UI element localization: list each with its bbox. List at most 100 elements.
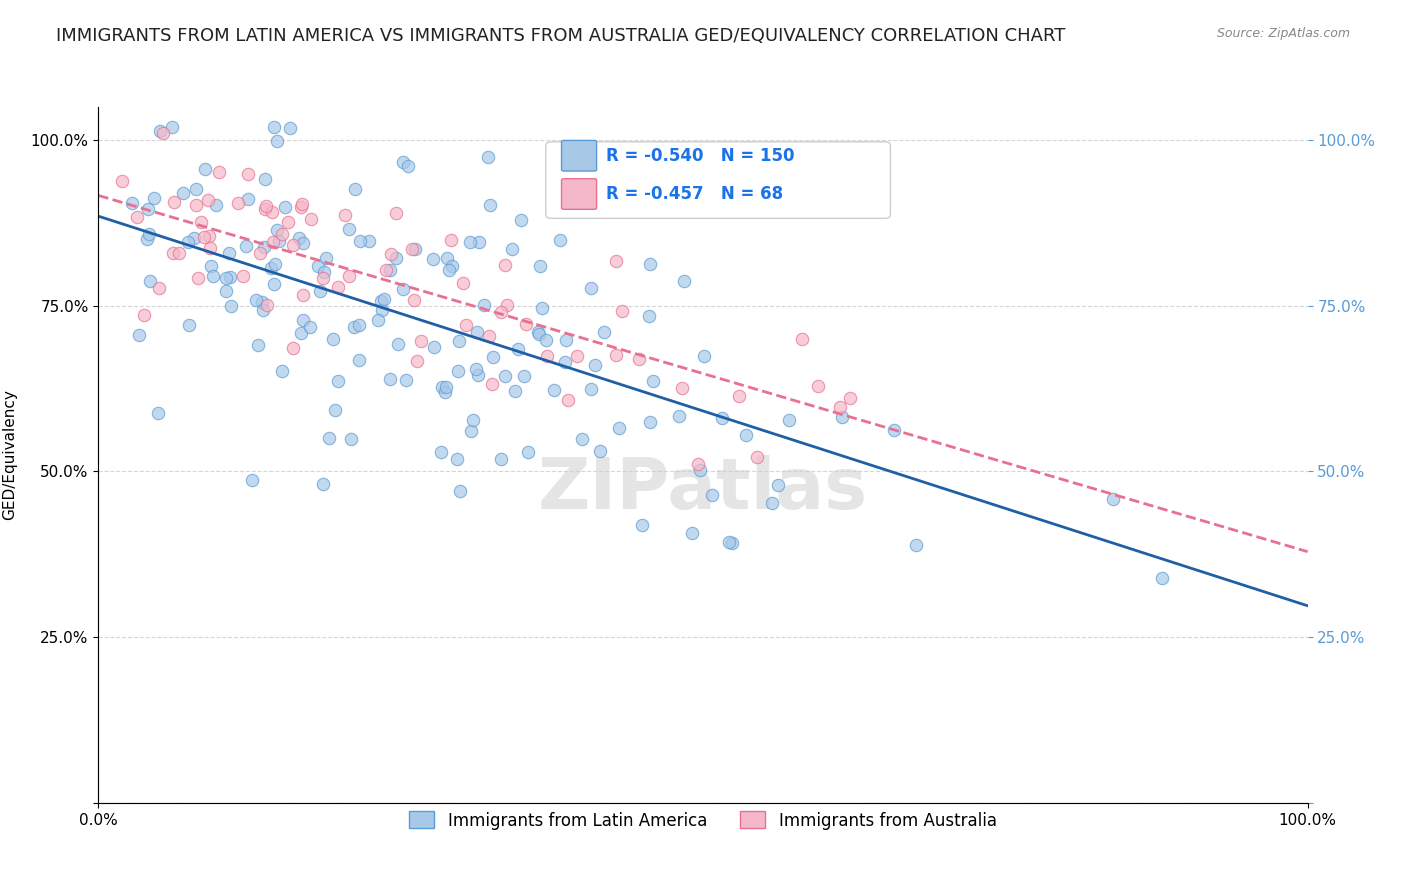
Point xyxy=(160,120,183,134)
Point xyxy=(394,373,416,387)
Point xyxy=(387,337,409,351)
Point xyxy=(465,362,488,376)
Point xyxy=(198,241,221,255)
FancyBboxPatch shape xyxy=(546,142,890,219)
Point xyxy=(253,172,276,186)
Point xyxy=(298,319,321,334)
Point xyxy=(215,270,238,285)
Point xyxy=(370,294,392,309)
Point xyxy=(266,134,288,148)
Legend: Immigrants from Latin America, Immigrants from Australia: Immigrants from Latin America, Immigrant… xyxy=(402,805,1004,836)
Point xyxy=(605,254,627,268)
Point xyxy=(208,165,231,179)
Text: R = -0.457   N = 68: R = -0.457 N = 68 xyxy=(606,185,783,203)
Point xyxy=(527,325,550,339)
Point xyxy=(380,247,402,261)
Point xyxy=(534,333,557,347)
Point xyxy=(374,263,396,277)
Point xyxy=(326,375,349,389)
Point xyxy=(202,268,225,283)
Point xyxy=(250,294,273,309)
Point xyxy=(172,186,194,201)
Point xyxy=(638,310,661,324)
Point xyxy=(638,416,661,430)
Point xyxy=(270,227,292,241)
Point xyxy=(468,235,491,249)
Point xyxy=(672,194,695,209)
FancyBboxPatch shape xyxy=(561,140,596,171)
Point xyxy=(557,392,579,407)
Point xyxy=(501,242,523,256)
Point xyxy=(727,389,749,403)
Point xyxy=(163,194,186,209)
Point xyxy=(344,182,367,196)
Point xyxy=(254,199,277,213)
Point xyxy=(132,308,155,322)
Point xyxy=(198,229,221,244)
Point xyxy=(627,351,650,366)
Point xyxy=(605,348,627,362)
Point xyxy=(720,536,742,550)
Point xyxy=(543,384,565,398)
Point xyxy=(668,409,690,424)
Point xyxy=(291,313,314,327)
Point xyxy=(479,197,502,211)
Point xyxy=(347,318,370,332)
Point xyxy=(167,246,190,260)
Point xyxy=(235,239,257,253)
Point xyxy=(357,234,380,248)
Point xyxy=(579,383,602,397)
Point xyxy=(290,197,312,211)
Point xyxy=(370,303,392,318)
Point xyxy=(441,259,464,273)
Point xyxy=(392,282,415,296)
Point xyxy=(312,477,335,491)
Text: ZIPatlas: ZIPatlas xyxy=(538,455,868,524)
Point xyxy=(778,413,800,427)
Point xyxy=(494,258,516,272)
Point xyxy=(565,349,588,363)
Point xyxy=(571,432,593,446)
Point xyxy=(262,205,284,219)
Point xyxy=(290,200,312,214)
Point xyxy=(333,208,356,222)
Point xyxy=(447,364,470,378)
Point xyxy=(187,270,209,285)
Point xyxy=(671,381,693,395)
Point xyxy=(734,428,756,442)
Point xyxy=(125,210,148,224)
Point xyxy=(190,214,212,228)
Point xyxy=(111,174,134,188)
Point xyxy=(404,242,426,256)
Point xyxy=(517,444,540,458)
Point xyxy=(312,265,335,279)
Point xyxy=(710,410,733,425)
Point xyxy=(378,372,401,386)
Point xyxy=(236,167,259,181)
Point xyxy=(513,368,536,383)
Point xyxy=(385,206,408,220)
Point xyxy=(290,326,312,341)
Point xyxy=(693,350,716,364)
Point xyxy=(186,182,208,196)
Point xyxy=(530,301,553,315)
Point xyxy=(807,378,830,392)
Point xyxy=(461,413,484,427)
Point xyxy=(702,487,724,501)
Point xyxy=(489,305,512,319)
Point xyxy=(281,238,304,252)
Point xyxy=(323,403,346,417)
Point xyxy=(226,196,249,211)
Point xyxy=(152,127,174,141)
Point xyxy=(583,358,606,372)
Point xyxy=(249,246,271,260)
Point xyxy=(830,401,852,415)
Point xyxy=(481,376,503,391)
Point xyxy=(529,259,551,273)
Point xyxy=(236,192,259,206)
Point xyxy=(299,211,322,226)
Point xyxy=(373,292,395,306)
Point xyxy=(219,269,242,284)
Point xyxy=(183,231,205,245)
Point xyxy=(263,257,285,271)
